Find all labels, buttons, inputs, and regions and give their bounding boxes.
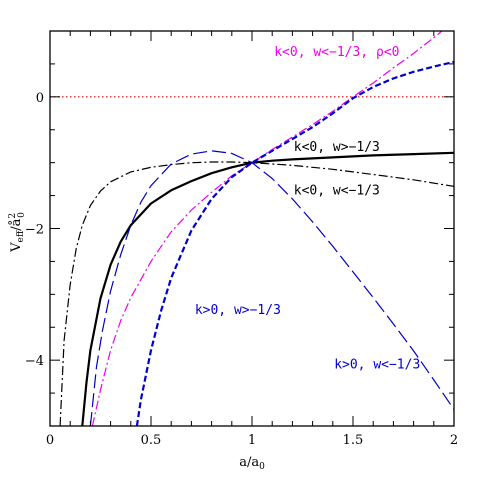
y-axis-title: Veff/å20 bbox=[8, 212, 27, 253]
curve-annotation: k<0, w<−1/3, ρ<0 bbox=[274, 45, 399, 60]
series-line-4 bbox=[135, 60, 454, 426]
curve-annotation: k<0, w>−1/3 bbox=[294, 140, 380, 155]
x-tick-label: 1.5 bbox=[343, 433, 364, 448]
y-tick-label: −2 bbox=[25, 223, 44, 238]
x-tick-label: 2 bbox=[450, 433, 458, 448]
series-line-5 bbox=[89, 150, 454, 426]
series-line-1 bbox=[81, 151, 454, 426]
curve-annotation: k<0, w<−1/3 bbox=[294, 183, 380, 198]
y-tick-label: −4 bbox=[25, 354, 44, 369]
x-tick-label: 1 bbox=[248, 433, 256, 448]
x-tick-label: 0 bbox=[46, 433, 54, 448]
x-tick-label: 0.5 bbox=[141, 433, 162, 448]
x-axis-title: a/a0 bbox=[239, 455, 265, 472]
y-tick-label: 0 bbox=[36, 91, 44, 106]
curve-annotation: k>0, w<−1/3 bbox=[334, 358, 420, 373]
curve-annotation: k>0, w>−1/3 bbox=[195, 303, 281, 318]
series-line-2 bbox=[59, 161, 454, 426]
